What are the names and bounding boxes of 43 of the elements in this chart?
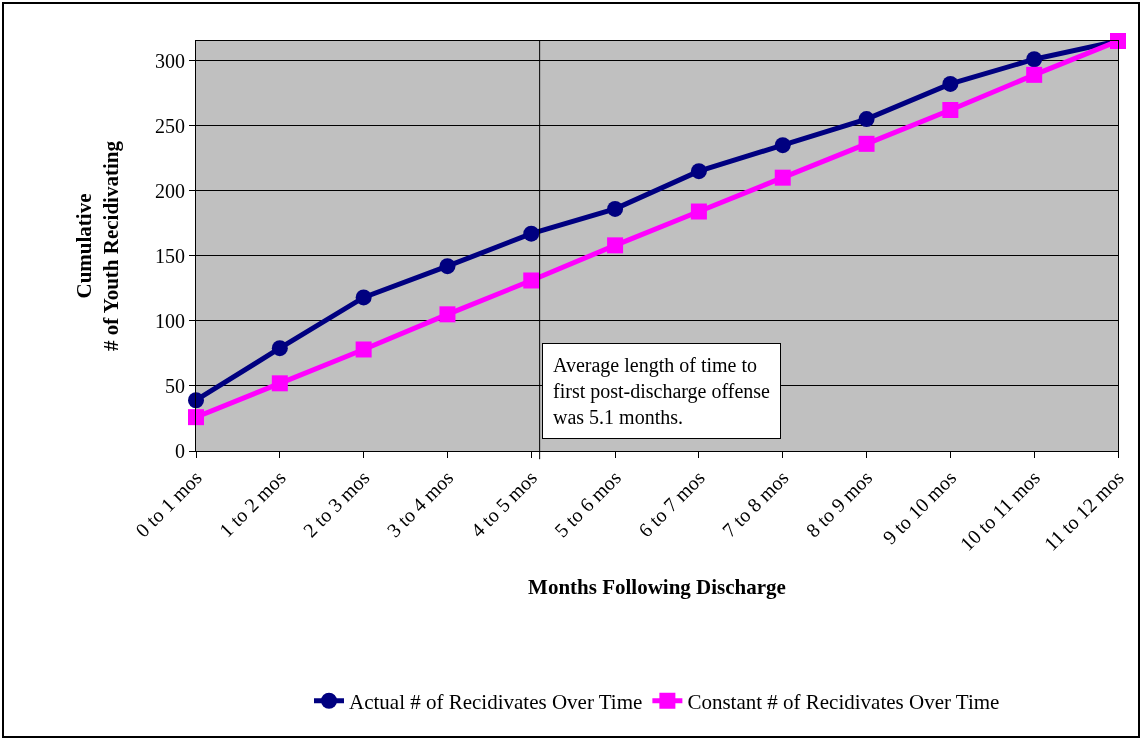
x-tick-label: 7 to 8 mos <box>717 466 793 542</box>
point <box>188 409 204 426</box>
point <box>271 375 288 392</box>
point <box>774 137 791 154</box>
point <box>1026 51 1043 68</box>
point <box>774 169 791 186</box>
x-tick-label: 2 to 3 mos <box>298 466 374 542</box>
y-tick-label: 0 <box>175 440 185 462</box>
x-tick-label: 0 to 1 mos <box>131 466 207 542</box>
point <box>690 203 707 220</box>
x-axis-title: Months Following Discharge <box>528 575 786 600</box>
point <box>690 163 707 180</box>
y-tick-label: 300 <box>155 49 185 72</box>
legend-label: Constant # of Recidivates Over Time <box>687 689 1000 714</box>
x-tick-label: 6 to 7 mos <box>633 466 709 542</box>
x-tick-label: 1 to 2 mos <box>214 466 290 542</box>
point <box>858 111 875 128</box>
y-tick-label: 250 <box>155 114 185 137</box>
y-axis-title: Cumulative # of Youth Recidivating <box>71 140 124 351</box>
y-tick-label: 200 <box>155 179 185 202</box>
point <box>1026 66 1043 83</box>
annotation: Average length of time to first post-discharge offense was 5.1 months. <box>553 354 771 428</box>
point <box>942 101 959 118</box>
point <box>355 341 372 358</box>
x-tick-label: 4 to 5 mos <box>466 466 542 542</box>
y-tick-label: 50 <box>165 374 185 397</box>
point <box>858 135 875 152</box>
point <box>355 289 372 306</box>
y-tick-label: 100 <box>155 309 185 332</box>
point <box>523 225 540 242</box>
point <box>439 306 456 323</box>
point <box>607 237 624 254</box>
point <box>271 340 288 357</box>
point <box>523 272 540 289</box>
point <box>439 258 456 275</box>
y-tick-label: 150 <box>155 244 185 267</box>
point <box>942 75 959 92</box>
x-tick-label: 3 to 4 mos <box>382 466 458 542</box>
x-tick-label: 8 to 9 mos <box>801 466 877 542</box>
point <box>188 392 204 409</box>
point <box>607 200 624 217</box>
x-tick-label: 5 to 6 mos <box>550 466 626 542</box>
legend-label: Actual # of Recidivates Over Time <box>349 689 643 714</box>
